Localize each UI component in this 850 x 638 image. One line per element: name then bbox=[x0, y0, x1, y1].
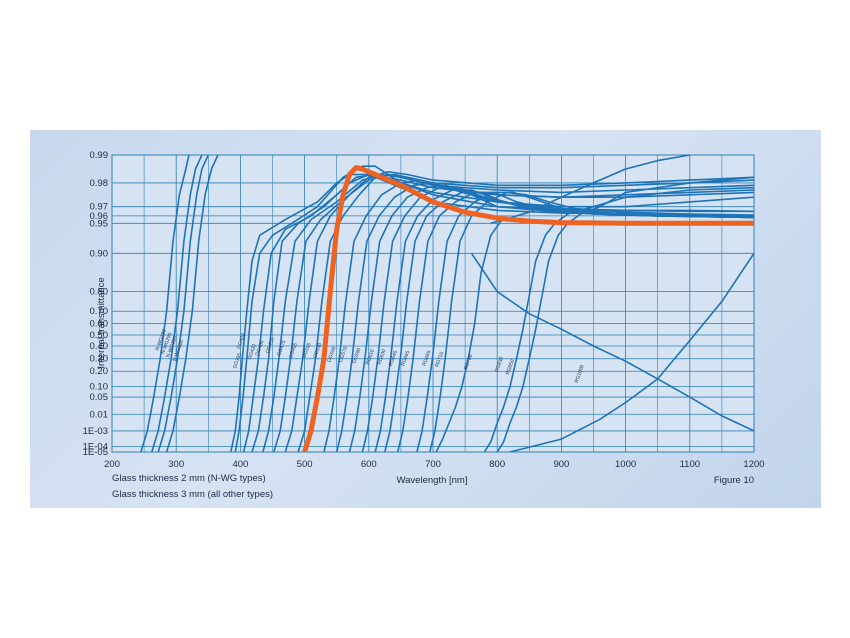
series-line-upper bbox=[490, 154, 690, 225]
curve-label: RG850 bbox=[505, 358, 516, 375]
y-tick-label: 0.70 bbox=[90, 306, 109, 317]
transmittance-chart: Internal transmittance Wavelength [nm] F… bbox=[83, 150, 765, 486]
x-tick-label: 400 bbox=[232, 459, 248, 470]
curve-label: GG435 bbox=[254, 339, 265, 356]
curve-label: RG610 bbox=[365, 348, 376, 365]
curve-label: RG695 bbox=[421, 350, 432, 367]
curve-label: RG630 bbox=[376, 348, 387, 365]
plot-frame bbox=[111, 154, 755, 453]
curve-label: OG590 bbox=[351, 347, 362, 364]
curve-label: GG495 bbox=[288, 342, 299, 359]
curve-label: OG570 bbox=[338, 346, 349, 363]
series-line-og570 bbox=[335, 182, 754, 452]
y-tick-label: 0.97 bbox=[90, 202, 109, 213]
x-tick-label: 1000 bbox=[615, 459, 636, 470]
series-line-n-wg295 bbox=[151, 154, 203, 452]
x-tick-label: 600 bbox=[361, 459, 377, 470]
x-tick-label: 500 bbox=[297, 459, 313, 470]
y-tick-label: 0.99 bbox=[90, 150, 109, 161]
y-tick-label: 0.60 bbox=[90, 318, 109, 329]
curve-label: RG665 bbox=[400, 350, 411, 367]
curve-label: GG475 bbox=[276, 339, 287, 356]
series-line-n-wg280 bbox=[140, 154, 190, 452]
series-line-fall bbox=[470, 252, 754, 432]
series-line-gg395 bbox=[230, 173, 754, 452]
y-axis-title: Internal transmittance bbox=[96, 277, 107, 368]
series-line-n-wg320 bbox=[165, 154, 219, 452]
y-tick-label: 0.01 bbox=[90, 409, 109, 420]
y-tick-label: 0.20 bbox=[90, 366, 109, 377]
x-tick-label: 900 bbox=[553, 459, 569, 470]
x-tick-label: 1100 bbox=[680, 459, 700, 470]
curve-label: RG780 bbox=[463, 353, 474, 370]
curves bbox=[140, 154, 754, 452]
curve-label: GG395 bbox=[232, 352, 243, 369]
y-tick-label: 0.10 bbox=[90, 382, 109, 393]
curve-label: RG830 bbox=[494, 356, 505, 373]
series-line-rg715 bbox=[429, 191, 754, 452]
series-line-n-wg305 bbox=[157, 154, 210, 452]
curve-label: OG550 bbox=[326, 346, 337, 363]
series-line-og515 bbox=[297, 173, 754, 452]
x-tick-label: 800 bbox=[489, 459, 505, 470]
y-tick-label: 0.80 bbox=[90, 287, 109, 298]
y-axis-title-group: Internal transmittance bbox=[96, 277, 107, 368]
curve-label: GG400 bbox=[236, 332, 247, 349]
x-tick-label: 700 bbox=[425, 459, 441, 470]
series-line-gg455 bbox=[262, 173, 754, 452]
series-line-rg850 bbox=[496, 176, 754, 452]
curve-label: GG455 bbox=[265, 337, 276, 354]
thickness-note-other: Glass thickness 3 mm (all other types) bbox=[112, 489, 274, 500]
y-tick-label: 1E-03 bbox=[83, 426, 108, 437]
curve-label: OG530 bbox=[312, 342, 323, 359]
x-tick-label: 1200 bbox=[743, 459, 764, 470]
curve-label: RG715 bbox=[434, 351, 445, 368]
y-tick-label: 1E-05 bbox=[83, 447, 108, 458]
y-tick-label: 0.05 bbox=[90, 392, 109, 403]
y-tick-label: 0.96 bbox=[90, 211, 109, 222]
y-tick-label: 0.30 bbox=[90, 354, 109, 365]
y-tick-label: 0.50 bbox=[90, 330, 109, 341]
y-tick-label: 0.98 bbox=[90, 178, 109, 189]
series-line-gg495 bbox=[284, 171, 754, 452]
y-tick-label: 0.40 bbox=[90, 341, 109, 352]
curve-label: GG420 bbox=[247, 343, 258, 360]
figure-label: Figure 10 bbox=[714, 475, 754, 486]
curve-label: RG645 bbox=[388, 350, 399, 367]
series-line-rg1000 bbox=[509, 252, 754, 452]
series-line-gg400 bbox=[234, 165, 754, 452]
y-tick-label: 0.95 bbox=[90, 218, 109, 229]
x-tick-label: 200 bbox=[104, 459, 120, 470]
highlighted-series-line bbox=[302, 165, 754, 452]
y-tick-label: 1E-04 bbox=[83, 442, 108, 453]
y-tick-label: 0.90 bbox=[90, 248, 109, 259]
chart-figure: Internal transmittance Wavelength [nm] F… bbox=[30, 130, 821, 508]
x-axis-title: Wavelength [nm] bbox=[397, 475, 468, 486]
series-line-rg695 bbox=[416, 191, 754, 452]
thickness-note-nwg: Glass thickness 2 mm (N-WG types) bbox=[112, 473, 266, 484]
x-tick-label: 300 bbox=[168, 459, 184, 470]
curve-label: OG515 bbox=[301, 342, 312, 359]
